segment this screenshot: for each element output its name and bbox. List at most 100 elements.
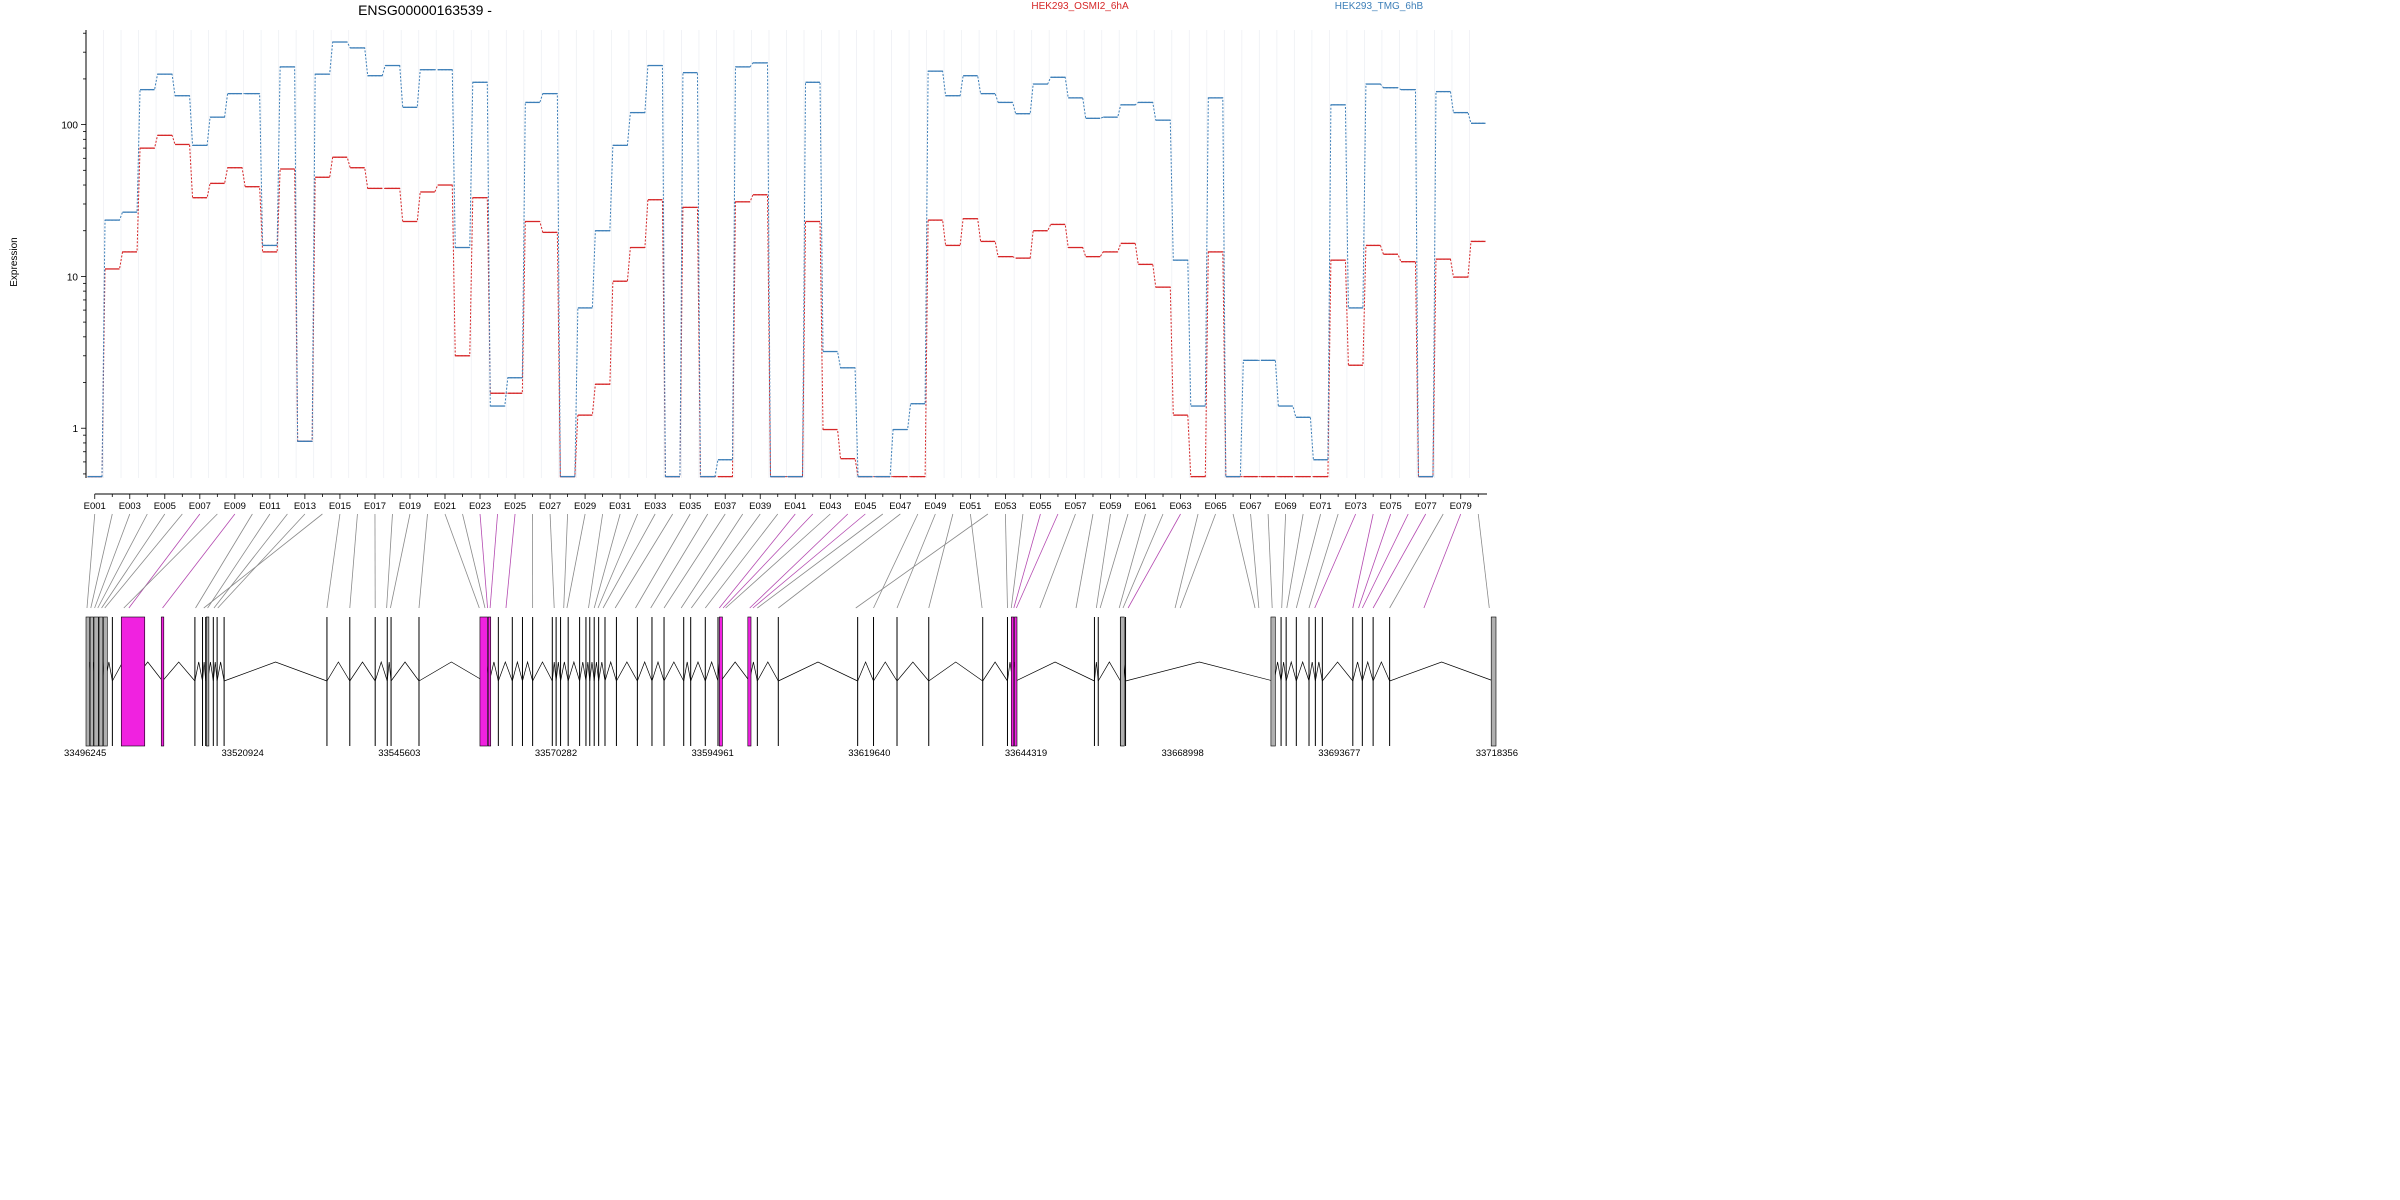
intron: [1295, 660, 1310, 682]
x-tick-label: E023: [469, 501, 491, 512]
exon-connector: [1314, 513, 1357, 609]
exon-connector: [462, 513, 486, 609]
exon-block: [479, 616, 488, 747]
exon-block: [1270, 616, 1276, 747]
exon-connector: [123, 513, 218, 609]
exon-connector: [873, 513, 919, 609]
intron: [720, 661, 750, 682]
exon-connector: [896, 513, 936, 609]
x-tick-label: E007: [189, 501, 211, 512]
exon-connector: [855, 513, 989, 609]
exon-connector-lines: [86, 513, 1490, 609]
x-tick-label: E065: [1204, 501, 1226, 512]
exon-connector: [104, 513, 183, 609]
x-tick-label: E067: [1239, 501, 1261, 512]
series-lines: [87, 41, 1486, 478]
intron: [498, 660, 513, 682]
exon-connector: [588, 513, 604, 609]
exon-connector: [386, 513, 393, 609]
x-tick-label: E079: [1450, 501, 1472, 512]
x-tick-label: E045: [854, 501, 876, 512]
exon-connector: [1010, 513, 1024, 609]
exon-usage-chart: ENSG00000163539 - HEK293_OSMI2_6hA HEK29…: [9, 1, 1518, 759]
genomic-tick-label: 33594961: [692, 748, 734, 759]
intron: [522, 660, 533, 682]
x-tick-label: E047: [889, 501, 911, 512]
y-tick-label: 10: [67, 272, 79, 283]
exon-connector: [349, 513, 358, 609]
exon-connector: [207, 513, 271, 609]
x-tick-label: E073: [1345, 501, 1367, 512]
exon-connector: [1477, 513, 1490, 609]
exon-block: [206, 616, 210, 747]
x-tick-label: E049: [924, 501, 946, 512]
intron: [704, 660, 719, 682]
x-tick-label: E005: [154, 501, 176, 512]
intron: [757, 661, 779, 682]
exon-connector: [90, 513, 113, 609]
exon-connector: [1095, 513, 1111, 609]
x-tick-label: E053: [994, 501, 1016, 512]
exon-block: [89, 616, 94, 747]
exon-connector: [1127, 513, 1181, 609]
exon-connector: [1013, 513, 1041, 609]
genomic-tick-label: 33718356: [1476, 748, 1518, 759]
exon-connector: [1308, 513, 1339, 609]
x-tick-label: E057: [1064, 501, 1086, 512]
intron: [604, 660, 617, 682]
exon-connector: [1352, 513, 1374, 609]
exon-block: [1120, 616, 1125, 747]
intron: [579, 661, 587, 682]
intron: [589, 661, 595, 682]
exon-connector: [635, 513, 691, 609]
exon-connector: [1250, 513, 1260, 609]
exon-connector: [479, 513, 488, 609]
exon-connector: [418, 513, 428, 609]
genomic-tick-label: 33693677: [1318, 748, 1360, 759]
intron: [593, 661, 599, 682]
y-tick-label: 100: [61, 121, 78, 132]
exon-block: [718, 616, 723, 747]
intron: [1285, 660, 1297, 682]
x-tick-label: E029: [574, 501, 596, 512]
intron: [560, 661, 569, 682]
genomic-tick-label: 33496245: [64, 748, 106, 759]
exon-block: [1010, 616, 1015, 747]
exon-connector: [390, 513, 411, 609]
exon-connector: [213, 513, 288, 609]
intron: [1280, 661, 1287, 682]
x-tick-label: E013: [294, 501, 316, 512]
intron: [982, 661, 1008, 682]
exon-connector: [1099, 513, 1129, 609]
exon-connector: [1361, 513, 1409, 609]
x-tick-label: E003: [119, 501, 141, 512]
exon-block: [98, 616, 104, 747]
intron: [349, 661, 376, 682]
x-tick-label: E033: [644, 501, 666, 512]
intron: [896, 661, 930, 682]
exon-connector: [1389, 513, 1444, 609]
intron: [1372, 661, 1390, 682]
intron: [511, 660, 523, 682]
exon-block: [93, 616, 99, 747]
intron: [1308, 661, 1316, 682]
exon-connector: [489, 513, 498, 609]
intron: [1315, 661, 1323, 682]
x-tick-label: E015: [329, 501, 351, 512]
intron: [567, 660, 580, 682]
intron: [386, 661, 392, 682]
exon-connector: [101, 513, 166, 609]
exon-connector: [128, 513, 201, 609]
intron: [1389, 661, 1494, 682]
genomic-tick-label: 33668998: [1162, 748, 1204, 759]
exon-connector: [718, 513, 796, 609]
intron: [1015, 661, 1095, 682]
exon-block: [1014, 616, 1018, 747]
exon-connector: [217, 513, 306, 609]
exon-connector: [722, 513, 814, 609]
exon-connector: [444, 513, 480, 609]
exon-connector: [1174, 513, 1199, 609]
genomic-tick-label: 33545603: [378, 748, 420, 759]
x-tick-label: E063: [1169, 501, 1191, 512]
intron: [1094, 661, 1099, 682]
